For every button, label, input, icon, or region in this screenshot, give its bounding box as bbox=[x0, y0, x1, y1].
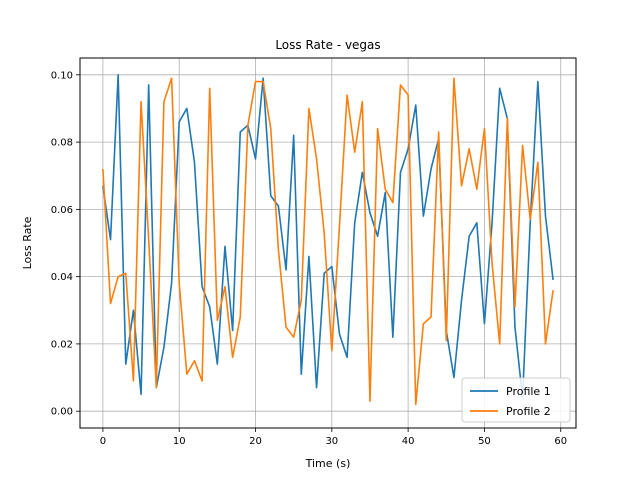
x-axis-ticks: 0 10 20 30 40 50 60 bbox=[100, 428, 567, 447]
grid-lines bbox=[80, 58, 576, 428]
x-tick-label: 30 bbox=[325, 436, 338, 447]
legend: Profile 1 Profile 2 bbox=[461, 377, 571, 423]
legend-label-profile-1: Profile 1 bbox=[506, 385, 551, 398]
x-tick-label: 0 bbox=[100, 436, 106, 447]
plot-frame bbox=[79, 57, 577, 429]
y-axis-label: Loss Rate bbox=[21, 216, 34, 269]
y-tick-label: 0.02 bbox=[51, 339, 73, 350]
x-axis-label: Time (s) bbox=[305, 457, 351, 470]
x-tick-label: 20 bbox=[249, 436, 262, 447]
y-tick-label: 0.04 bbox=[51, 272, 73, 283]
series-layer bbox=[102, 74, 554, 406]
y-tick-label: 0.08 bbox=[51, 138, 73, 149]
x-tick-label: 10 bbox=[173, 436, 186, 447]
chart-title: Loss Rate - vegas bbox=[275, 38, 380, 52]
legend-label-profile-2: Profile 2 bbox=[506, 405, 551, 418]
series-line-profile-1 bbox=[102, 74, 554, 399]
y-tick-label: 0.00 bbox=[51, 407, 73, 418]
y-axis-ticks: 0.00 0.02 0.04 0.06 0.08 0.10 bbox=[51, 70, 80, 418]
y-tick-label: 0.06 bbox=[51, 205, 73, 216]
series-line-profile-2 bbox=[102, 77, 554, 406]
y-tick-label: 0.10 bbox=[51, 70, 73, 81]
x-tick-label: 40 bbox=[402, 436, 415, 447]
x-tick-label: 60 bbox=[554, 436, 567, 447]
x-tick-label: 50 bbox=[478, 436, 491, 447]
